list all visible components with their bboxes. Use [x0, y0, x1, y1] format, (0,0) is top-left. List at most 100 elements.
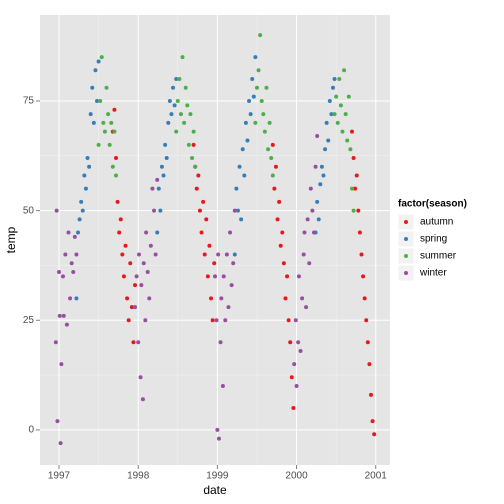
point [131, 340, 136, 345]
point [199, 230, 204, 235]
point [109, 120, 114, 125]
point [305, 217, 310, 222]
point [308, 186, 313, 191]
point [232, 208, 237, 213]
point [96, 142, 101, 147]
x-tick-label: 2000 [285, 471, 308, 482]
point [220, 384, 225, 389]
point [302, 230, 307, 235]
point [326, 138, 331, 143]
point [218, 340, 223, 345]
point [156, 186, 161, 191]
point [334, 94, 339, 99]
point [74, 296, 79, 301]
legend-label: spring [420, 234, 447, 245]
point [186, 142, 191, 147]
point [190, 155, 195, 160]
point [147, 296, 152, 301]
point [112, 129, 117, 134]
point [364, 318, 369, 323]
point [163, 142, 168, 147]
point [296, 274, 301, 279]
point [250, 77, 255, 82]
point [117, 230, 122, 235]
point [107, 142, 112, 147]
point [144, 230, 149, 235]
point [88, 112, 93, 117]
point [243, 120, 248, 125]
point [310, 208, 315, 213]
point [234, 186, 239, 191]
point [191, 129, 196, 134]
point [57, 270, 62, 275]
point [90, 85, 95, 90]
point [275, 217, 280, 222]
point [285, 274, 290, 279]
point [148, 243, 153, 248]
point [126, 318, 131, 323]
point [212, 261, 217, 266]
point [136, 252, 141, 257]
point [188, 112, 193, 117]
point [141, 261, 146, 266]
point [155, 177, 160, 182]
point [129, 305, 134, 310]
legend-marker [404, 254, 408, 258]
point [57, 313, 62, 318]
point [152, 208, 157, 213]
legend-label: winter [419, 268, 447, 279]
point [286, 318, 291, 323]
point [118, 217, 123, 222]
point [247, 98, 252, 103]
point [296, 340, 301, 345]
point [133, 305, 138, 310]
x-tick-label: 1998 [127, 471, 150, 482]
point [304, 305, 309, 310]
point [216, 436, 221, 441]
point [76, 230, 81, 235]
point [361, 274, 366, 279]
point [261, 112, 266, 117]
point [245, 138, 250, 143]
x-tick-label: 2001 [365, 471, 388, 482]
point [204, 217, 209, 222]
point [259, 98, 264, 103]
point [214, 318, 219, 323]
point [114, 173, 119, 178]
panel [40, 15, 390, 465]
point [112, 107, 117, 112]
point [145, 270, 150, 275]
point [193, 164, 198, 169]
point [134, 274, 139, 279]
point [64, 322, 69, 327]
point [128, 261, 133, 266]
point [123, 243, 128, 248]
point [288, 340, 293, 345]
point [80, 208, 85, 213]
point [136, 340, 141, 345]
point [169, 112, 174, 117]
point [191, 142, 196, 147]
point [77, 217, 82, 222]
point [270, 173, 275, 178]
point [82, 173, 87, 178]
point [91, 120, 96, 125]
point [229, 283, 234, 288]
point [185, 103, 190, 108]
point [315, 134, 320, 139]
point [278, 243, 283, 248]
point [348, 147, 353, 152]
point [177, 77, 182, 82]
point [172, 103, 177, 108]
point [270, 142, 275, 147]
point [138, 375, 143, 380]
point [324, 120, 329, 125]
point [338, 103, 343, 108]
point [362, 296, 367, 301]
point [292, 362, 297, 367]
point [101, 120, 106, 125]
point [281, 261, 286, 266]
point [365, 340, 370, 345]
point [273, 164, 278, 169]
point [332, 77, 337, 82]
